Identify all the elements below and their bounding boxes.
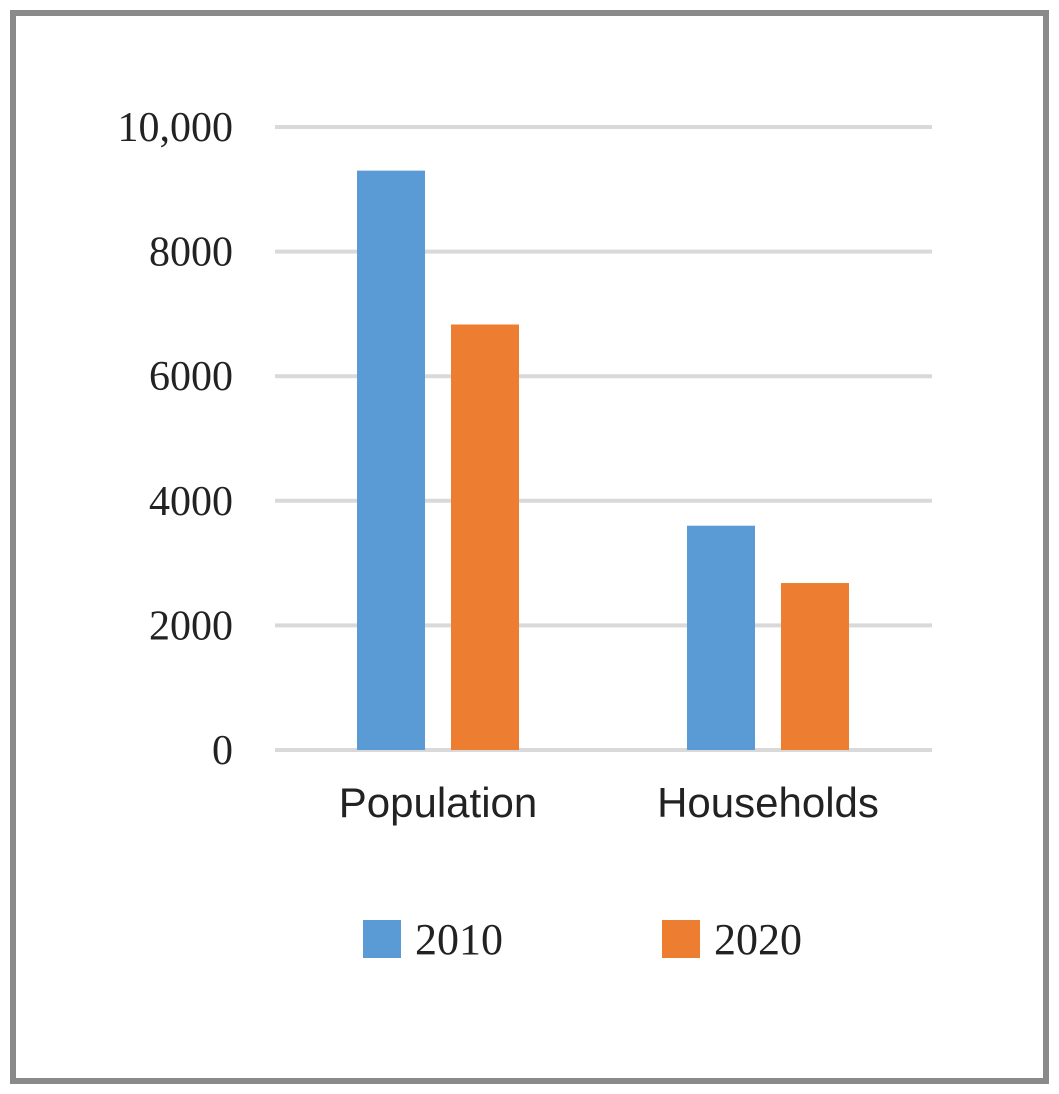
legend: 2010 2020 [363,915,802,964]
y-tick-label: 2000 [149,603,233,649]
x-axis-category-labels: Population Households [339,779,879,826]
bars [357,170,849,751]
y-axis-tick-labels: 0 2000 4000 6000 8000 10,000 [118,105,234,774]
legend-swatch-2010 [363,920,401,958]
y-tick-label: 4000 [149,479,233,525]
chart-frame [10,10,1049,1084]
y-tick-label: 0 [212,728,233,774]
legend-label-2020: 2020 [714,915,802,964]
x-category-label: Households [657,779,879,826]
bar-2020-households [781,583,849,750]
y-tick-label: 6000 [149,354,233,400]
x-category-label: Population [339,779,538,826]
legend-swatch-2020 [662,920,700,958]
bar-2010-population [357,170,425,751]
bar-2010-households [687,525,755,750]
bar-2020-population [451,324,519,750]
legend-label-2010: 2010 [415,915,503,964]
y-tick-label: 10,000 [118,105,234,151]
y-tick-label: 8000 [149,230,233,276]
